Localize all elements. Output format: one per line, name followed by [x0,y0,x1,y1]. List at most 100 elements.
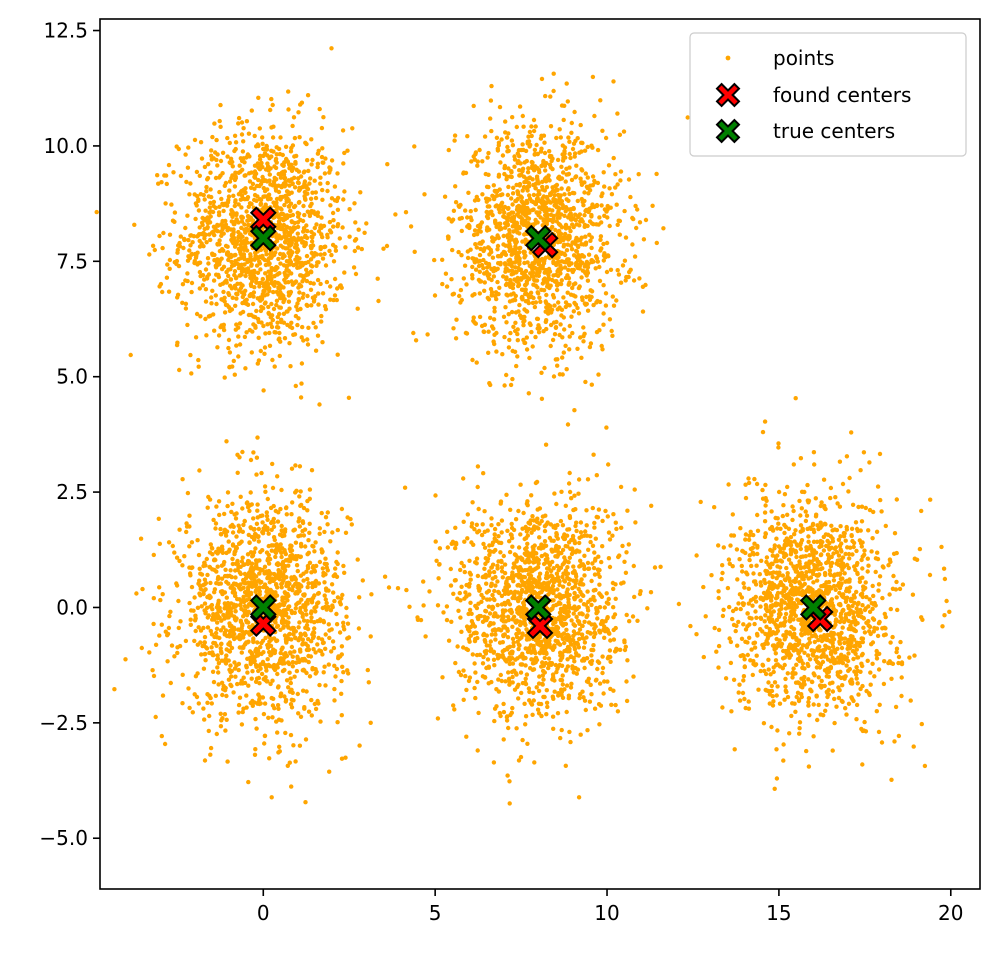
point [239,606,244,612]
point [569,314,574,319]
point [606,530,612,535]
point [464,282,469,287]
point [177,240,182,246]
point [285,606,290,612]
point [584,294,589,300]
point [269,324,275,330]
point [226,539,231,544]
point [132,222,137,227]
point [294,243,299,248]
point [618,169,624,174]
point [192,638,197,644]
point [339,678,344,684]
point [224,605,230,611]
point [294,563,300,568]
point [305,337,310,342]
point [566,613,571,619]
point [474,245,479,250]
point [176,263,182,269]
point [476,197,481,203]
point [305,342,311,347]
point [224,278,229,283]
point [631,278,637,283]
point [569,217,574,222]
point [258,267,263,272]
point [298,554,303,559]
point [520,239,525,244]
point [309,615,314,620]
point [595,147,601,153]
point [490,592,495,598]
point [541,277,546,282]
point [548,212,554,217]
point [626,177,632,182]
point [632,254,638,259]
point [511,247,516,252]
point [159,733,164,739]
point [205,700,210,705]
point [245,218,250,223]
point [261,306,266,311]
point [215,653,220,658]
point [551,197,556,202]
point [514,363,519,369]
point [563,209,568,214]
point [275,585,280,590]
point [509,234,514,239]
point [305,576,310,582]
point [279,554,284,560]
point [185,271,190,276]
point [238,627,243,633]
point [196,364,201,369]
point [525,260,530,265]
point [218,641,224,647]
point [211,679,217,685]
point [585,589,590,594]
point [562,213,567,218]
point [570,146,576,152]
point [539,396,545,401]
point [624,550,629,555]
point [224,439,229,444]
point [473,152,478,157]
point [528,290,534,295]
point [502,334,507,340]
point [307,213,313,219]
point [255,508,260,513]
point [275,519,281,524]
point [556,259,562,264]
point [274,152,279,157]
point [286,685,291,690]
point [245,195,251,200]
point [613,702,618,708]
point [211,199,217,205]
point [475,223,481,229]
point [532,147,538,153]
point [309,137,314,142]
point [327,628,332,633]
point [320,652,325,657]
point [245,588,250,594]
point [323,156,328,161]
point [214,626,220,631]
point [517,256,522,261]
point [563,343,568,348]
point [581,325,586,330]
point [489,523,494,528]
point [242,173,247,178]
point [539,163,544,169]
point [215,345,220,350]
point [497,104,503,110]
point [235,470,240,475]
point [332,686,337,692]
point [353,271,359,277]
point [162,741,168,747]
point [289,512,294,517]
point [582,190,587,195]
point [252,752,258,757]
point [269,520,274,526]
point [278,243,283,248]
point [617,218,623,224]
point [550,166,555,172]
point [566,581,572,587]
